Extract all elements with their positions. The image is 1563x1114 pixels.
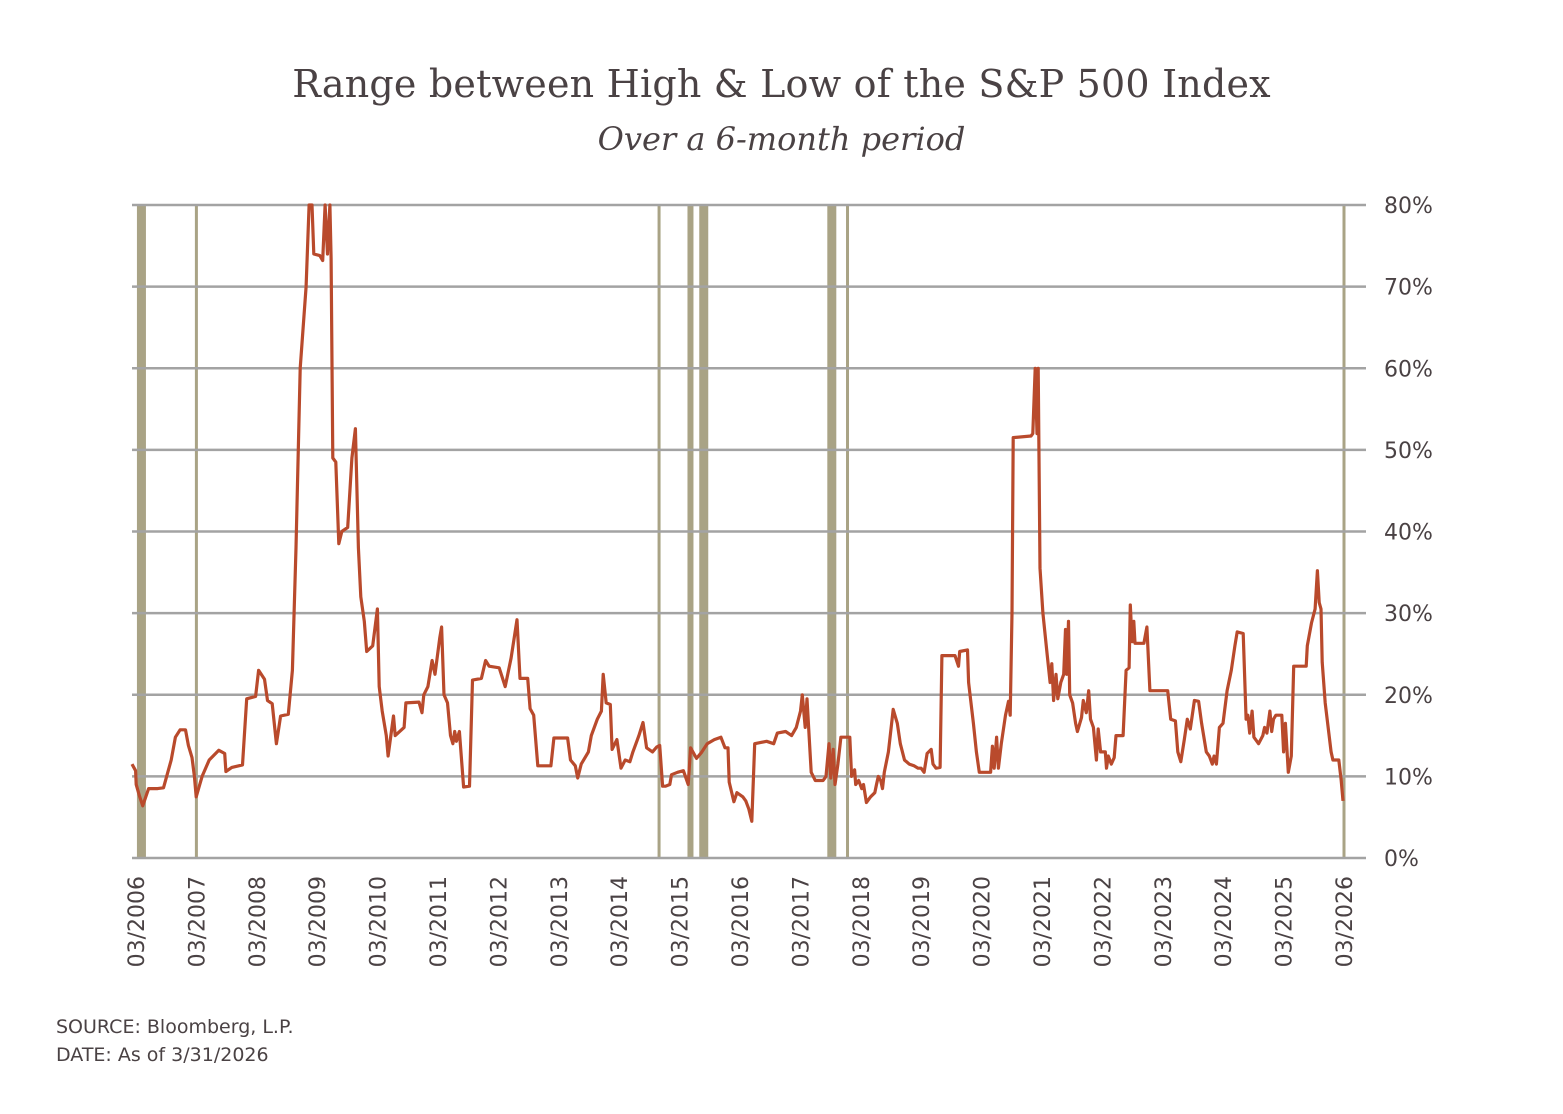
x-axis: 03/2006 03/2007 03/2008 03/2009 03/2010 03/20… [125, 876, 1358, 967]
y-tick-label: 20% [1384, 684, 1433, 709]
chart-subtitle: Over a 6-month period [597, 120, 966, 158]
date-note: DATE: As of 3/31/2026 [56, 1044, 269, 1066]
x-tick-label: 03/2016 [729, 876, 754, 967]
x-tick-label: 03/2010 [367, 876, 392, 967]
x-tick-label: 03/2013 [548, 876, 573, 967]
y-tick-label: 50% [1384, 439, 1433, 464]
y-axis: 0% 10% 20% 30% 40% 50% 60% 70% 80% [1384, 194, 1433, 872]
x-tick-label: 03/2012 [487, 876, 512, 967]
chart-title: Range between High & Low of the S&P 500 … [292, 62, 1271, 106]
x-tick-label: 03/2008 [246, 876, 271, 967]
x-tick-label: 03/2009 [306, 876, 331, 967]
y-tick-label: 60% [1384, 357, 1433, 382]
x-tick-label: 03/2025 [1273, 876, 1298, 967]
y-tick-label: 70% [1384, 276, 1433, 301]
y-tick-label: 30% [1384, 602, 1433, 627]
x-tick-label: 03/2011 [427, 876, 452, 967]
y-tick-label: 10% [1384, 765, 1433, 790]
x-tick-label: 03/2020 [971, 876, 996, 967]
series-line-range [130, 203, 1345, 823]
x-tick-label: 03/2014 [608, 876, 633, 967]
x-tick-label: 03/2023 [1152, 876, 1177, 967]
x-tick-label: 03/2019 [910, 876, 935, 967]
x-tick-label: 03/2024 [1212, 876, 1237, 967]
x-tick-label: 03/2022 [1091, 876, 1116, 967]
x-tick-label: 03/2015 [669, 876, 694, 967]
x-tick-label: 03/2006 [125, 876, 150, 967]
x-tick-label: 03/2017 [789, 876, 814, 967]
source-note: SOURCE: Bloomberg, L.P. [56, 1016, 294, 1038]
y-tick-label: 40% [1384, 521, 1433, 546]
series-layer [130, 203, 1345, 823]
y-tick-label: 80% [1384, 194, 1433, 219]
x-tick-label: 03/2007 [185, 876, 210, 967]
x-tick-label: 03/2026 [1333, 876, 1358, 967]
y-tick-label: 0% [1384, 847, 1419, 872]
x-tick-label: 03/2018 [850, 876, 875, 967]
x-tick-label: 03/2021 [1031, 876, 1056, 967]
